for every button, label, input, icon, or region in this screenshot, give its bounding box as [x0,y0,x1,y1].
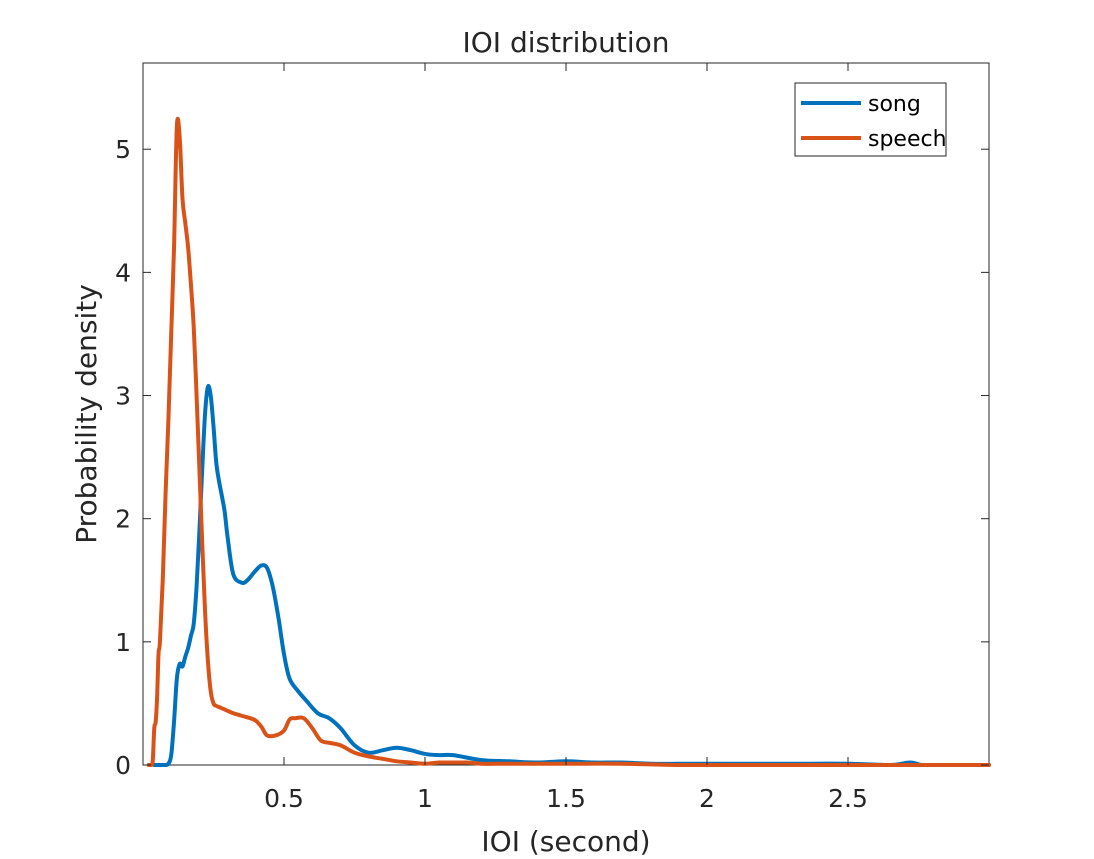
x-axis-label: IOI (second) [481,825,650,858]
legend-box [794,82,947,157]
y-tick-label: 2 [115,505,131,534]
x-tick-label: 1 [417,784,433,813]
chart-title: IOI distribution [462,26,669,59]
y-axis-label: Probability density [70,284,103,544]
legend-label-speech: speech [868,127,947,152]
y-tick-label: 3 [115,382,131,411]
legend-label-song: song [868,92,921,117]
y-tick-label: 4 [115,258,131,287]
y-tick-label: 1 [115,628,131,657]
x-tick-label: 2 [699,784,715,813]
x-tick-label: 0.5 [264,784,304,813]
series-layer [146,116,991,768]
x-tick-label: 2.5 [828,784,868,813]
y-tick-label: 5 [115,135,131,164]
tick-layer: 0.5 1 1.5 2 2.5 0 1 2 3 4 5 [115,63,989,813]
x-tick-label: 1.5 [546,784,586,813]
plot-area: 0.5 1 1.5 2 2.5 0 1 2 3 4 5 [115,62,991,813]
legend: song speech [794,82,947,157]
series-line-speech [146,116,991,768]
y-tick-label: 0 [115,751,131,780]
axes-box [142,62,990,766]
